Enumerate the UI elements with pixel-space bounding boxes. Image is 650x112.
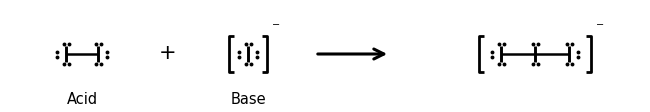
Text: Acid: Acid	[66, 92, 98, 107]
Text: $\mathregular{^{-}}$: $\mathregular{^{-}}$	[595, 21, 604, 35]
Text: +: +	[159, 43, 177, 63]
Text: $\mathregular{^{-}}$: $\mathregular{^{-}}$	[271, 21, 280, 35]
Text: Base: Base	[230, 92, 266, 107]
